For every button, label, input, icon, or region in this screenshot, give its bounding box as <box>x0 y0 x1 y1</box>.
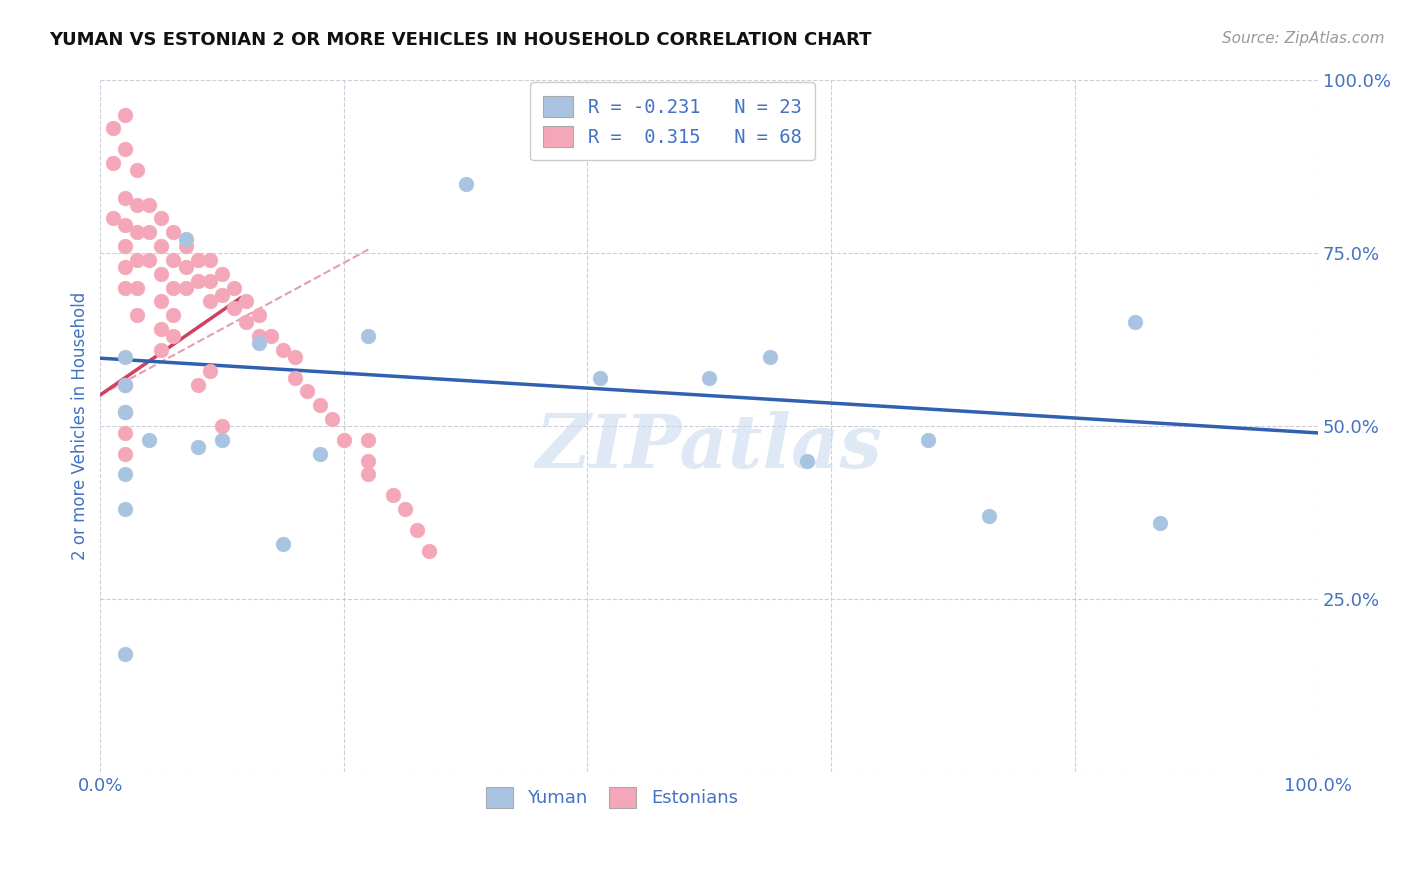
Point <box>357 453 380 467</box>
Point <box>796 453 818 467</box>
Point <box>224 301 246 316</box>
Point <box>247 336 270 351</box>
Point <box>162 308 184 322</box>
Point <box>284 370 307 384</box>
Point <box>174 280 197 294</box>
Point <box>406 523 429 537</box>
Point <box>138 225 160 239</box>
Point <box>138 252 160 267</box>
Point <box>150 211 173 226</box>
Point <box>114 405 136 419</box>
Point <box>1149 516 1171 530</box>
Point <box>114 239 136 253</box>
Point <box>125 163 148 178</box>
Point <box>394 502 416 516</box>
Point <box>211 419 233 434</box>
Point <box>271 537 294 551</box>
Point <box>198 364 221 378</box>
Point <box>138 433 160 447</box>
Point <box>418 543 440 558</box>
Point <box>697 370 720 384</box>
Point <box>917 433 939 447</box>
Point <box>114 377 136 392</box>
Point <box>114 260 136 274</box>
Point <box>187 440 209 454</box>
Point <box>271 343 294 357</box>
Point <box>247 329 270 343</box>
Point <box>114 425 136 440</box>
Point <box>162 280 184 294</box>
Point <box>198 252 221 267</box>
Point <box>114 405 136 419</box>
Point <box>162 329 184 343</box>
Point <box>198 294 221 309</box>
Point <box>101 211 124 226</box>
Point <box>162 225 184 239</box>
Point <box>125 252 148 267</box>
Point <box>125 225 148 239</box>
Point <box>114 648 136 662</box>
Point <box>308 447 330 461</box>
Point <box>235 294 257 309</box>
Point <box>357 467 380 482</box>
Text: ZIPatlas: ZIPatlas <box>536 410 883 483</box>
Point <box>321 412 343 426</box>
Point <box>101 121 124 136</box>
Point <box>114 191 136 205</box>
Point <box>125 280 148 294</box>
Point <box>211 433 233 447</box>
Point <box>224 280 246 294</box>
Point <box>174 232 197 246</box>
Point <box>114 142 136 156</box>
Point <box>247 308 270 322</box>
Point <box>114 377 136 392</box>
Point <box>138 197 160 211</box>
Point <box>114 447 136 461</box>
Point <box>1125 315 1147 329</box>
Point <box>211 267 233 281</box>
Point <box>333 433 356 447</box>
Point <box>150 267 173 281</box>
Point <box>357 329 380 343</box>
Legend: Yuman, Estonians: Yuman, Estonians <box>478 780 745 815</box>
Point <box>211 287 233 301</box>
Point <box>162 252 184 267</box>
Text: Source: ZipAtlas.com: Source: ZipAtlas.com <box>1222 31 1385 46</box>
Point <box>297 384 319 399</box>
Point <box>114 280 136 294</box>
Point <box>308 398 330 412</box>
Point <box>125 197 148 211</box>
Point <box>114 467 136 482</box>
Point <box>198 274 221 288</box>
Point <box>979 508 1001 523</box>
Point <box>114 502 136 516</box>
Point <box>260 329 283 343</box>
Point <box>125 308 148 322</box>
Point <box>150 294 173 309</box>
Text: YUMAN VS ESTONIAN 2 OR MORE VEHICLES IN HOUSEHOLD CORRELATION CHART: YUMAN VS ESTONIAN 2 OR MORE VEHICLES IN … <box>49 31 872 49</box>
Point <box>357 433 380 447</box>
Point <box>759 350 782 364</box>
Point <box>381 488 404 502</box>
Point <box>114 350 136 364</box>
Point <box>174 260 197 274</box>
Point <box>101 156 124 170</box>
Point <box>114 219 136 233</box>
Point <box>235 315 257 329</box>
Point <box>150 343 173 357</box>
Point <box>588 370 610 384</box>
Point <box>114 107 136 121</box>
Point <box>454 177 477 191</box>
Y-axis label: 2 or more Vehicles in Household: 2 or more Vehicles in Household <box>72 292 89 560</box>
Point <box>187 274 209 288</box>
Point <box>174 239 197 253</box>
Point <box>150 239 173 253</box>
Point <box>187 252 209 267</box>
Point <box>284 350 307 364</box>
Point <box>187 377 209 392</box>
Point <box>150 322 173 336</box>
